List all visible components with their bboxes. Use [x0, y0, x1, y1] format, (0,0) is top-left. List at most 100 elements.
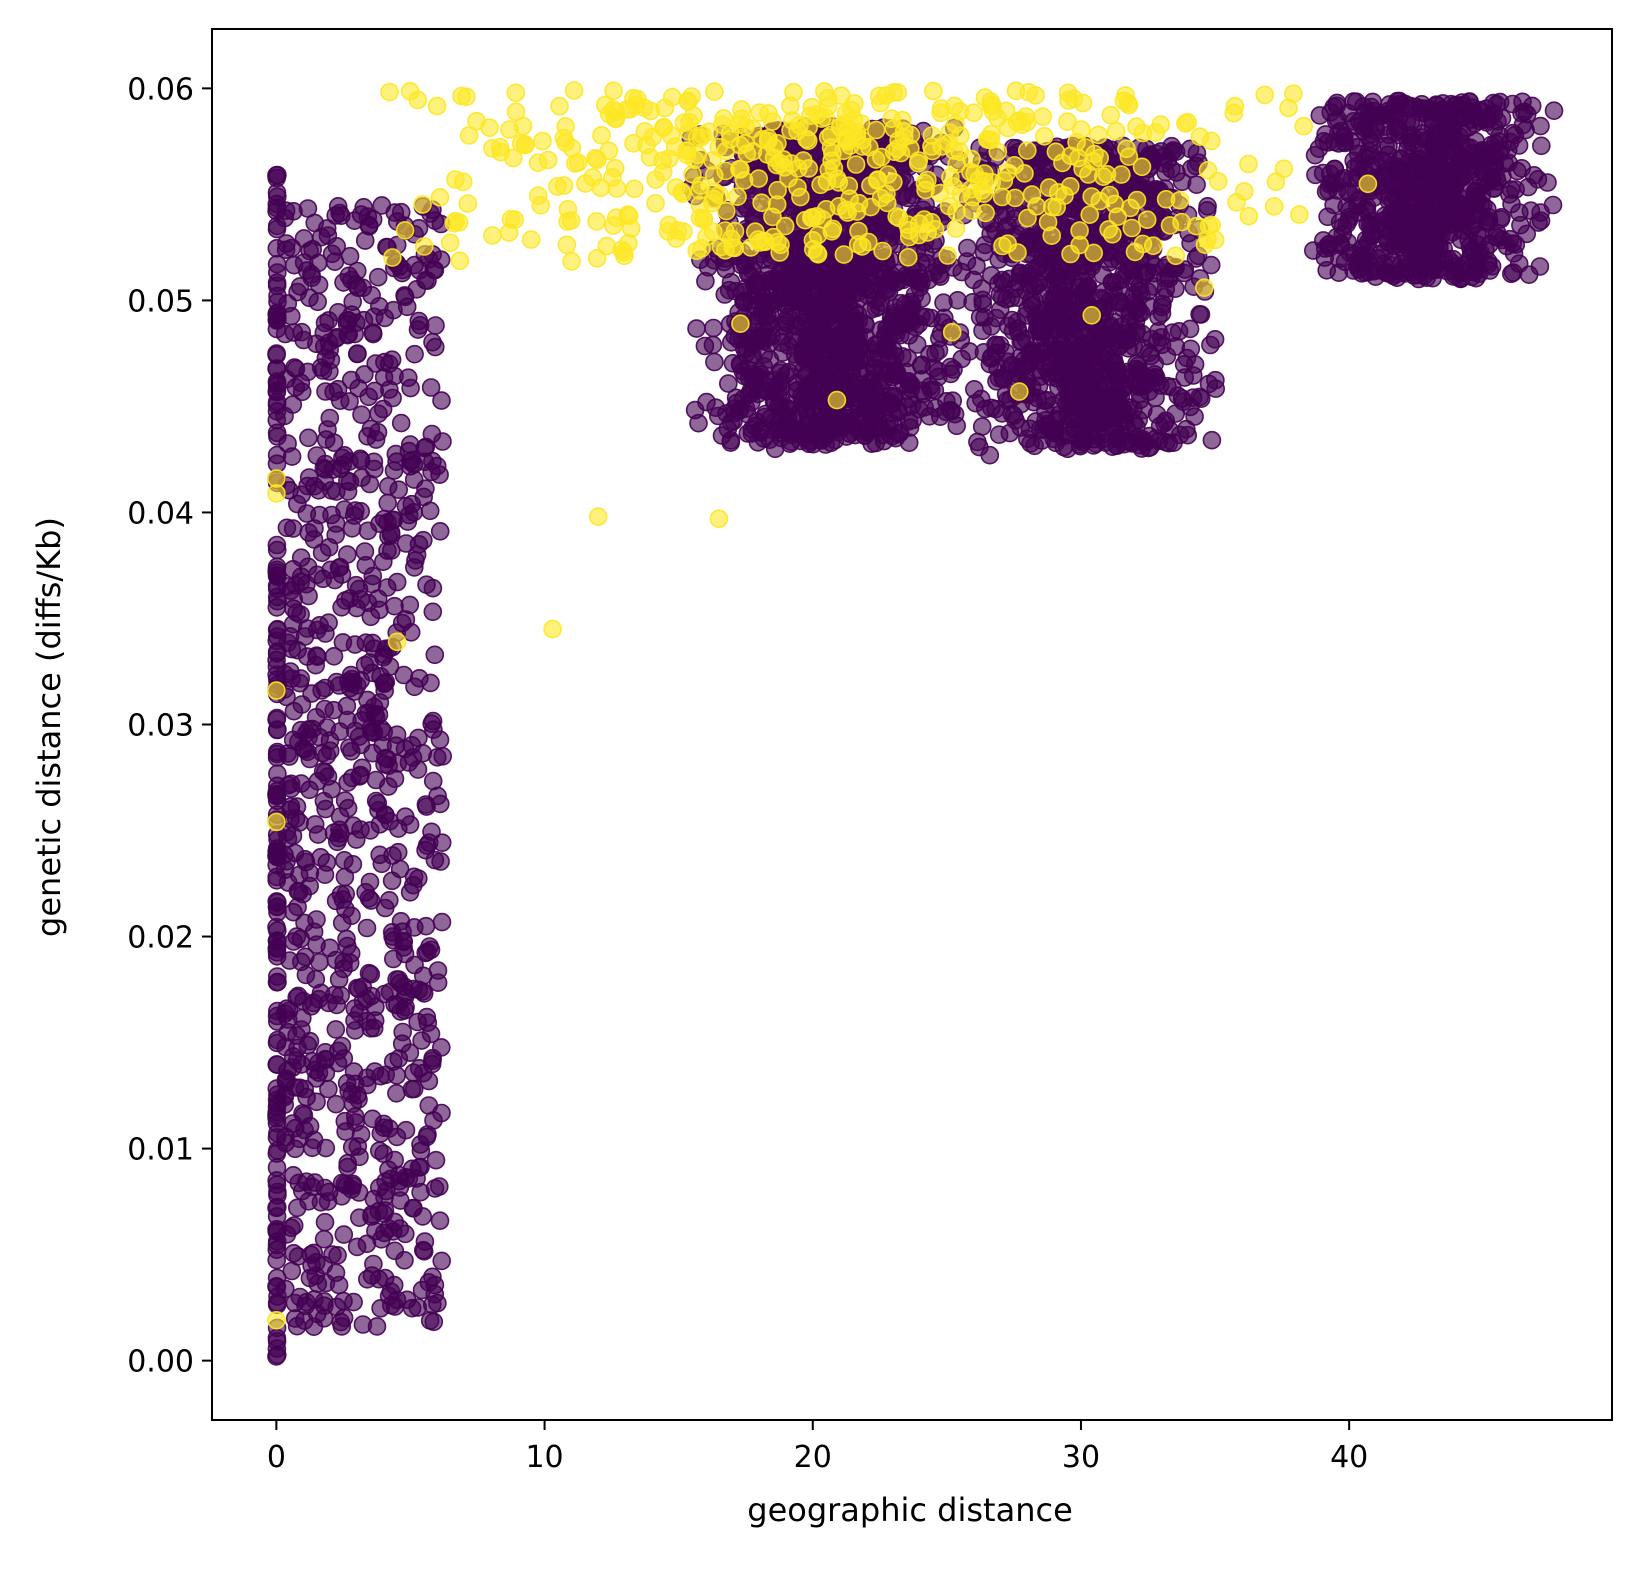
yellow-point	[755, 231, 774, 251]
yellow-point	[1012, 115, 1032, 134]
yellow-point	[1006, 81, 1026, 101]
purple-point	[385, 1297, 405, 1316]
purple-point	[316, 454, 335, 474]
yellow-point	[938, 246, 958, 265]
purple-point	[382, 871, 402, 891]
yellow-point	[605, 159, 625, 178]
yellow-point	[771, 235, 790, 255]
yellow-point	[709, 137, 729, 157]
yellow-point	[562, 252, 581, 271]
purple-point	[275, 1095, 295, 1114]
purple-point	[369, 404, 388, 424]
purple-point	[989, 425, 1009, 445]
purple-point	[425, 645, 445, 665]
purple-point	[298, 362, 318, 382]
purple-point	[267, 1328, 287, 1348]
yellow-point	[791, 187, 810, 207]
purple-point	[325, 252, 345, 272]
purple-point	[303, 719, 322, 739]
purple-point	[801, 294, 821, 314]
purple-point	[337, 936, 357, 956]
purple-point	[298, 476, 317, 496]
purple-point	[1430, 164, 1450, 184]
purple-point	[415, 1232, 435, 1251]
purple-point	[282, 1261, 302, 1281]
purple-point	[425, 850, 445, 870]
yellow-point	[1112, 165, 1131, 184]
purple-point	[866, 335, 886, 355]
yellow-point	[592, 126, 611, 145]
yellow-point	[1042, 226, 1061, 245]
purple-point	[315, 1178, 335, 1198]
purple-point	[392, 1034, 412, 1053]
purple-point	[342, 906, 361, 926]
purple-point	[291, 929, 311, 949]
purple-point	[1531, 116, 1550, 136]
purple-point	[1377, 209, 1397, 228]
purple-point	[359, 217, 379, 236]
yellow-point	[490, 137, 510, 157]
purple-point	[1136, 433, 1155, 452]
purple-point	[290, 1129, 309, 1149]
purple-point	[801, 414, 821, 433]
purple-point	[348, 344, 367, 363]
purple-point	[1079, 416, 1099, 436]
purple-point	[303, 240, 323, 259]
purple-point	[872, 263, 892, 283]
purple-point	[326, 1020, 346, 1039]
yellow-point	[992, 187, 1012, 207]
purple-point	[703, 335, 723, 355]
yellow-point	[625, 179, 644, 199]
yellow-point	[731, 314, 750, 334]
yellow-point	[548, 177, 567, 196]
yellow-point	[1082, 187, 1101, 206]
purple-point	[1489, 132, 1509, 151]
purple-point	[348, 278, 368, 298]
purple-point	[1519, 265, 1539, 285]
purple-point	[1158, 376, 1177, 396]
purple-point	[432, 391, 451, 410]
purple-point	[1383, 191, 1402, 211]
purple-point	[336, 591, 355, 610]
purple-point	[330, 203, 350, 223]
yellow-point	[483, 226, 502, 245]
purple-point	[395, 739, 415, 759]
yellow-point	[1009, 382, 1029, 401]
yellow-point	[674, 222, 693, 241]
yellow-point	[1118, 93, 1138, 113]
yellow-point	[716, 201, 736, 221]
purple-point	[417, 575, 436, 595]
purple-point	[267, 938, 287, 958]
purple-point	[307, 910, 326, 929]
yellow-point	[1079, 165, 1098, 184]
purple-point	[385, 596, 404, 616]
yellow-point	[604, 81, 623, 101]
yellow-point	[1195, 278, 1214, 298]
purple-point	[991, 206, 1011, 225]
yellow-point	[1048, 183, 1068, 202]
purple-point	[351, 501, 371, 521]
purple-point	[297, 574, 316, 594]
yellow-point	[1073, 93, 1093, 113]
purple-point	[396, 997, 415, 1017]
purple-point	[910, 269, 930, 288]
y-tick-label: 0.04	[127, 496, 194, 531]
purple-point	[368, 793, 388, 813]
purple-point	[778, 415, 798, 435]
purple-point	[395, 1251, 414, 1270]
purple-point	[1100, 386, 1119, 406]
purple-point	[411, 1182, 430, 1202]
purple-point	[421, 940, 441, 960]
yellow-point	[1082, 305, 1101, 325]
purple-point	[422, 424, 442, 444]
purple-point	[930, 267, 950, 287]
purple-point	[1190, 304, 1209, 324]
purple-point	[369, 1201, 389, 1221]
purple-point	[345, 1021, 365, 1040]
purple-point	[897, 314, 917, 334]
yellow-point	[1058, 112, 1077, 131]
purple-point	[1061, 262, 1080, 281]
purple-point	[382, 350, 402, 370]
purple-point	[809, 320, 829, 340]
purple-point	[412, 1031, 431, 1050]
